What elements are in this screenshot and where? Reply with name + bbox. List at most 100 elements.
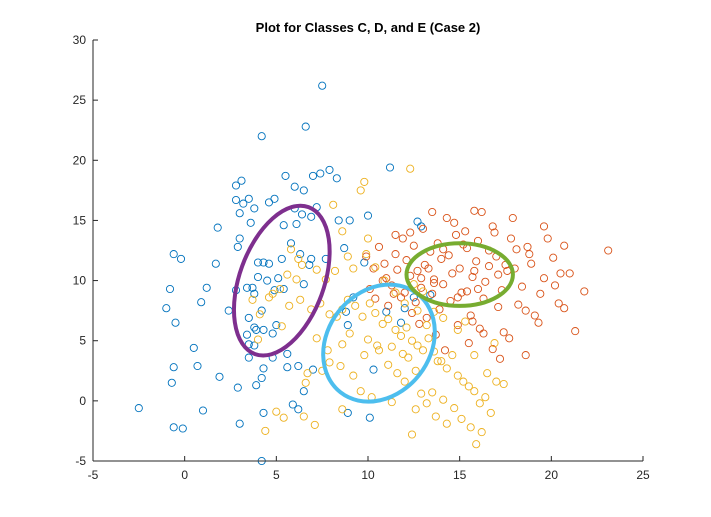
data-point <box>283 363 292 372</box>
data-point <box>162 304 171 313</box>
data-point <box>488 222 497 231</box>
data-point <box>462 287 472 296</box>
data-point <box>517 282 527 291</box>
data-point <box>464 339 473 348</box>
data-point <box>360 258 369 267</box>
data-point <box>356 387 365 396</box>
data-point <box>481 393 490 402</box>
data-point <box>406 228 415 237</box>
data-point <box>490 228 499 237</box>
data-point <box>332 174 341 183</box>
data-point <box>274 274 283 283</box>
data-point <box>488 345 497 354</box>
data-point <box>382 307 391 316</box>
data-point <box>402 323 411 332</box>
data-point <box>349 264 358 273</box>
data-point <box>453 293 462 302</box>
data-point <box>429 278 439 288</box>
data-point <box>250 289 259 298</box>
data-point <box>398 349 407 358</box>
y-tick-label: 0 <box>79 394 86 408</box>
data-point <box>494 270 503 279</box>
data-point <box>325 358 334 367</box>
data-point <box>299 412 308 421</box>
data-point <box>244 194 253 203</box>
data-point <box>297 260 307 269</box>
data-point <box>525 250 534 259</box>
data-point <box>492 377 501 386</box>
data-point <box>554 299 563 308</box>
data-point <box>384 301 393 310</box>
data-point <box>308 171 318 180</box>
data-point <box>360 351 369 360</box>
data-point <box>338 227 347 236</box>
data-point <box>380 259 389 268</box>
data-point <box>539 222 549 231</box>
data-point <box>464 382 473 391</box>
data-point <box>244 340 253 349</box>
data-point <box>253 258 263 267</box>
data-point <box>299 186 308 195</box>
data-point <box>499 328 508 337</box>
data-point <box>417 222 426 231</box>
cluster-ellipse <box>404 241 515 308</box>
data-point <box>506 234 516 243</box>
data-point <box>536 289 545 298</box>
data-point <box>250 204 259 213</box>
data-point <box>310 420 319 429</box>
data-point <box>233 383 242 392</box>
data-point <box>393 265 402 274</box>
data-point <box>325 165 334 174</box>
data-point <box>442 419 451 428</box>
data-point <box>413 341 422 350</box>
data-point <box>275 284 285 294</box>
data-point <box>340 244 349 253</box>
data-point <box>580 287 589 296</box>
chart-title: Plot for Classes C, D, and E (Case 2) <box>256 20 481 35</box>
data-point <box>534 318 543 327</box>
data-point <box>453 325 462 334</box>
data-point <box>470 351 479 360</box>
data-point <box>571 327 580 336</box>
data-point <box>371 294 380 303</box>
data-point <box>338 340 347 349</box>
data-point <box>362 252 371 261</box>
data-point <box>521 306 530 315</box>
data-point <box>539 274 549 283</box>
data-point <box>235 419 244 428</box>
data-point <box>437 254 446 263</box>
data-point <box>257 373 266 383</box>
data-point <box>494 302 503 312</box>
data-point <box>400 288 409 297</box>
data-point <box>268 329 277 338</box>
data-point <box>450 404 459 413</box>
data-point <box>259 364 268 373</box>
data-point <box>252 325 261 334</box>
data-point <box>202 283 211 292</box>
x-tick-label: -5 <box>88 468 99 482</box>
data-point <box>257 306 266 315</box>
data-point <box>171 318 180 327</box>
data-point <box>213 223 222 232</box>
data-point <box>369 365 378 374</box>
data-point <box>259 325 268 334</box>
data-point <box>490 339 499 348</box>
data-point <box>418 346 428 355</box>
data-point <box>294 405 303 414</box>
data-point <box>523 242 532 251</box>
data-point <box>521 351 530 360</box>
data-point <box>277 254 286 263</box>
data-point <box>255 310 264 319</box>
data-point <box>307 212 316 221</box>
data-point <box>369 264 378 273</box>
data-point <box>253 335 263 344</box>
y-tick-label: -5 <box>75 454 86 468</box>
data-point <box>285 301 294 310</box>
data-point <box>239 199 248 208</box>
x-tick-label: 10 <box>361 468 375 482</box>
data-point <box>242 283 252 292</box>
data-point <box>400 304 409 313</box>
data-point <box>374 346 384 355</box>
data-point <box>176 254 186 263</box>
data-point <box>316 169 325 178</box>
